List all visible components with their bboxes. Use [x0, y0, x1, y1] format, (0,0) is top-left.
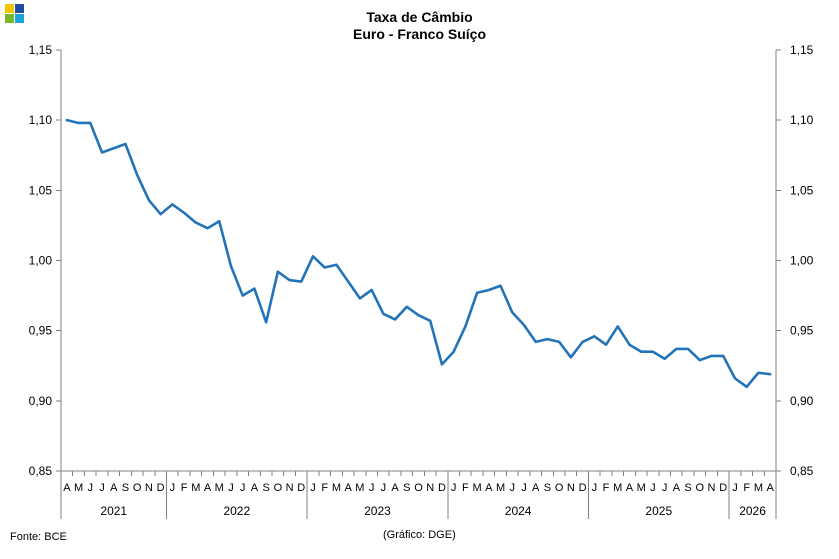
y-tick-label-right: 1,00: [790, 254, 814, 268]
x-month-label: M: [754, 482, 763, 494]
x-month-label: J: [99, 482, 105, 494]
x-year-label: 2021: [100, 504, 127, 518]
x-month-label: N: [567, 482, 575, 494]
x-month-label: M: [613, 482, 622, 494]
x-month-label: N: [708, 482, 716, 494]
x-month-label: D: [719, 482, 727, 494]
y-tick-label-left: 0,95: [29, 324, 53, 338]
x-month-label: A: [532, 482, 540, 494]
x-month-label: F: [743, 482, 750, 494]
x-month-label: J: [451, 482, 457, 494]
x-month-label: M: [355, 482, 364, 494]
x-month-label: A: [626, 482, 634, 494]
x-month-label: A: [251, 482, 259, 494]
x-month-label: J: [88, 482, 94, 494]
x-month-label: S: [262, 482, 269, 494]
x-month-label: F: [603, 482, 610, 494]
x-month-label: M: [215, 482, 224, 494]
x-month-label: D: [157, 482, 165, 494]
x-year-label: 2025: [645, 504, 672, 518]
x-month-label: N: [286, 482, 294, 494]
logo-square-green: [5, 14, 14, 23]
x-month-label: J: [170, 482, 176, 494]
x-month-label: A: [766, 482, 774, 494]
x-month-label: J: [510, 482, 516, 494]
x-month-label: D: [438, 482, 446, 494]
x-month-label: O: [555, 482, 564, 494]
graph-credit: (Gráfico: DGE): [383, 529, 456, 541]
x-year-label: 2023: [364, 504, 391, 518]
x-month-label: M: [74, 482, 83, 494]
x-month-label: J: [650, 482, 656, 494]
logo-icon: [5, 4, 25, 24]
x-month-label: A: [63, 482, 71, 494]
x-month-label: M: [332, 482, 341, 494]
x-month-label: J: [592, 482, 598, 494]
x-month-label: O: [414, 482, 423, 494]
x-month-label: M: [496, 482, 505, 494]
x-month-label: F: [462, 482, 469, 494]
logo-square-cyan: [15, 14, 24, 23]
logo-square-yellow: [5, 4, 14, 13]
x-month-label: J: [381, 482, 387, 494]
x-month-label: A: [110, 482, 118, 494]
x-month-label: A: [391, 482, 399, 494]
x-month-label: O: [696, 482, 705, 494]
x-year-label: 2022: [223, 504, 250, 518]
y-tick-label-right: 0,85: [790, 464, 814, 478]
x-month-label: F: [181, 482, 188, 494]
x-month-label: S: [684, 482, 691, 494]
y-tick-label-left: 1,05: [29, 183, 53, 197]
x-month-label: J: [228, 482, 234, 494]
y-tick-label-left: 0,85: [29, 464, 53, 478]
x-month-label: A: [485, 482, 493, 494]
x-month-label: A: [673, 482, 681, 494]
x-month-label: J: [662, 482, 668, 494]
x-year-label: 2024: [505, 504, 532, 518]
x-month-label: J: [369, 482, 375, 494]
x-month-label: N: [426, 482, 434, 494]
y-tick-label-left: 0,90: [29, 394, 53, 408]
x-month-label: M: [191, 482, 200, 494]
y-tick-label-left: 1,15: [29, 43, 53, 57]
x-month-label: A: [204, 482, 212, 494]
y-tick-label-left: 1,10: [29, 113, 53, 127]
y-tick-label-left: 1,00: [29, 254, 53, 268]
y-tick-label-right: 0,90: [790, 394, 814, 408]
x-month-label: M: [473, 482, 482, 494]
x-month-label: J: [240, 482, 246, 494]
source-note: Fonte: BCE: [10, 531, 67, 543]
x-month-label: J: [521, 482, 527, 494]
chart-title: Taxa de Câmbio: [366, 9, 473, 25]
x-month-label: M: [637, 482, 646, 494]
x-month-label: F: [321, 482, 328, 494]
logo-square-blue: [15, 4, 24, 13]
x-month-label: D: [297, 482, 305, 494]
x-month-label: J: [732, 482, 738, 494]
x-month-label: D: [579, 482, 587, 494]
x-month-label: J: [310, 482, 316, 494]
y-tick-label-right: 1,10: [790, 113, 814, 127]
series-line: [65, 118, 772, 389]
x-month-label: S: [122, 482, 129, 494]
y-tick-label-right: 1,05: [790, 183, 814, 197]
x-month-label: O: [274, 482, 283, 494]
x-month-label: O: [133, 482, 142, 494]
y-tick-label-right: 1,15: [790, 43, 814, 57]
x-year-label: 2026: [739, 504, 766, 518]
y-tick-label-right: 0,95: [790, 324, 814, 338]
x-month-label: S: [403, 482, 410, 494]
x-month-label: A: [345, 482, 353, 494]
x-month-label: S: [544, 482, 551, 494]
chart-subtitle: Euro - Franco Suíço: [352, 26, 486, 42]
x-month-label: N: [145, 482, 153, 494]
